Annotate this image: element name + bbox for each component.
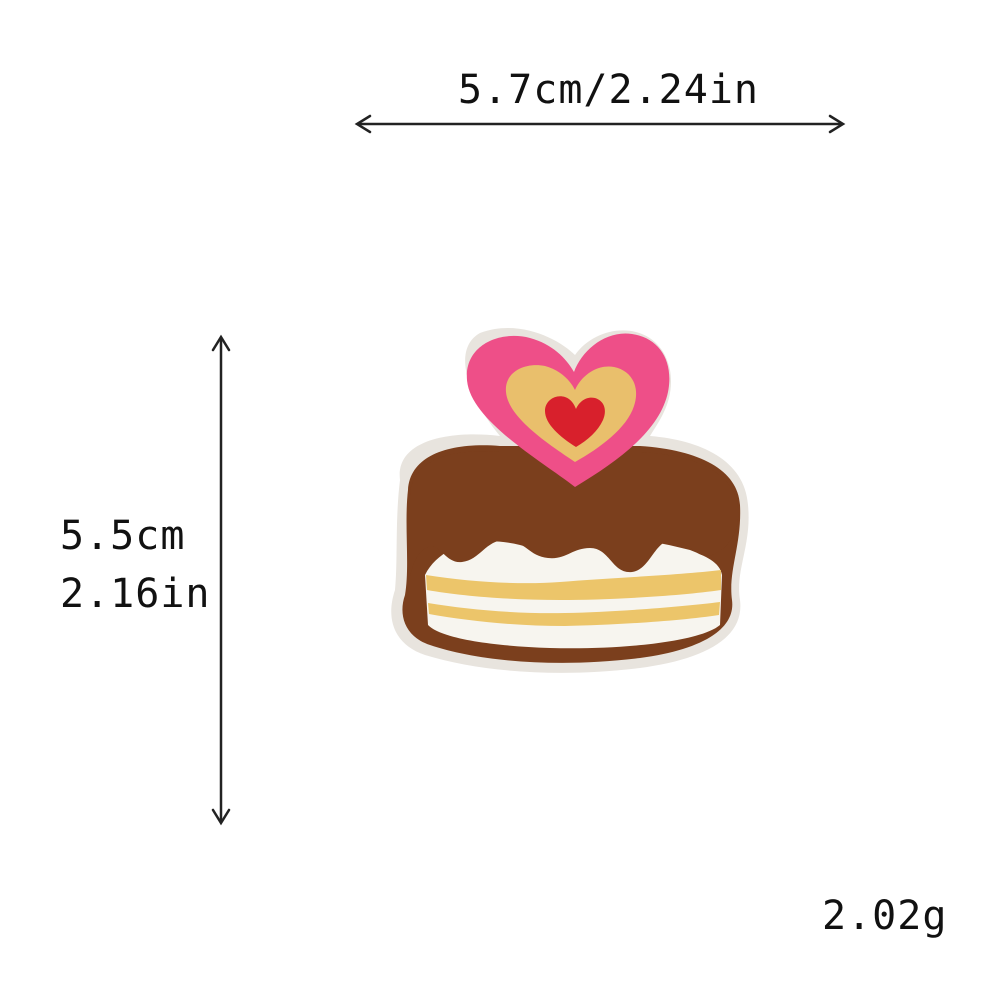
cake-chocolate-drip: [410, 451, 739, 576]
height-in-label: 2.16in: [60, 571, 211, 617]
heart-inner: [545, 396, 605, 447]
cake-layer-1: [426, 570, 721, 600]
weight-label: 2.02g: [822, 893, 948, 939]
height-measurement-block: 5.5cm 2.16in: [60, 516, 211, 632]
height-cm-label: 5.5cm: [60, 513, 186, 559]
height-arrow: [211, 334, 231, 826]
cake-layer-2: [428, 602, 720, 626]
cake-heart-patch-icon: [391, 327, 749, 673]
width-measurement-label: 5.7cm/2.24in: [458, 67, 759, 113]
width-arrow: [354, 114, 846, 134]
